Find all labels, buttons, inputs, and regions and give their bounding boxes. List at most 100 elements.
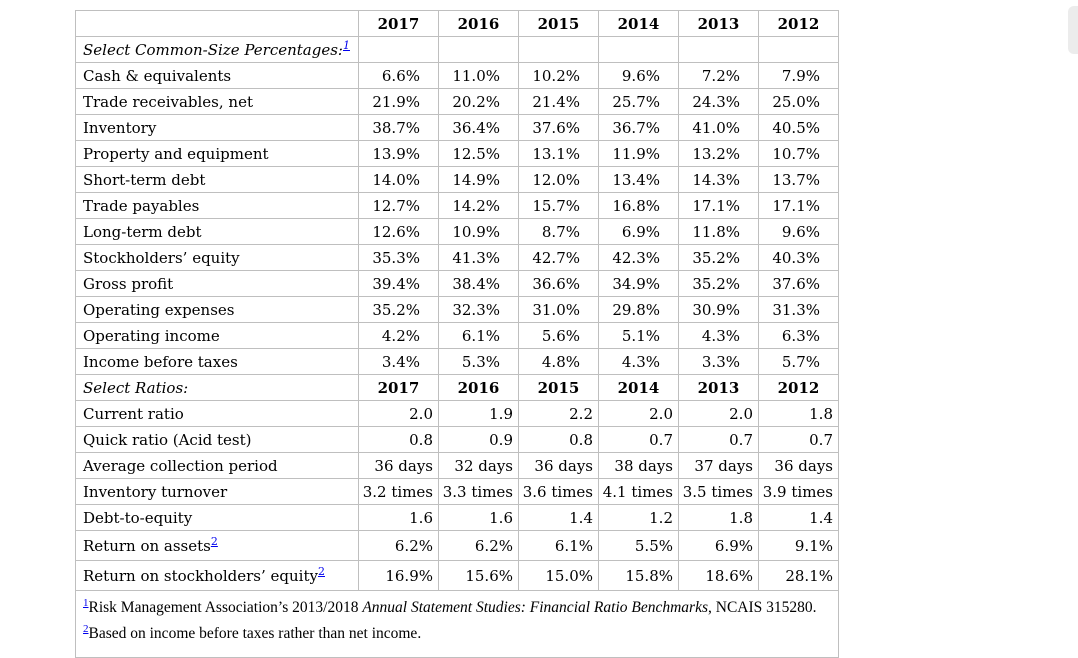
footnote-italic-text: Annual Statement Studies: Financial Rati…: [362, 599, 708, 616]
row-label-text: Gross profit: [83, 274, 174, 293]
year-header-row: 2017 2016 2015 2014 2013 2012: [75, 10, 839, 37]
row-label-text: Debt-to-equity: [83, 508, 193, 527]
value-cell: 6.2%: [438, 530, 519, 561]
footnote-2: 2Based on income before taxes rather tha…: [83, 622, 830, 643]
footnotes-row: 1Risk Management Association’s 2013/2018…: [75, 590, 839, 658]
value-cell: 30.9%: [678, 296, 759, 323]
year-header: 2012: [758, 10, 839, 37]
value-cell: 2.0: [598, 400, 679, 427]
year-header: 2017: [358, 10, 439, 37]
value-cell: 32 days: [438, 452, 519, 479]
empty-cell: [518, 36, 599, 63]
row-label: Inventory turnover: [75, 478, 359, 505]
row-label-text: Cash & equivalents: [83, 66, 232, 85]
value-cell: 6.1%: [518, 530, 599, 561]
value-cell: 13.9%: [358, 140, 439, 167]
value-cell: 35.2%: [678, 244, 759, 271]
row-label-text: Current ratio: [83, 404, 184, 423]
value-cell: 1.4: [758, 504, 839, 531]
row-label: Quick ratio (Acid test): [75, 426, 359, 453]
empty-cell: [758, 36, 839, 63]
value-cell: 7.9%: [758, 62, 839, 89]
value-cell: 0.7: [758, 426, 839, 453]
value-cell: 4.2%: [358, 322, 439, 349]
value-cell: 0.7: [598, 426, 679, 453]
scrollbar-thumb[interactable]: [1068, 6, 1078, 54]
value-cell: 4.3%: [598, 348, 679, 375]
table-row: Cash & equivalents 6.6% 11.0% 10.2% 9.6% 7.2%…: [75, 62, 839, 89]
table-row: Return on assets2 6.2% 6.2% 6.1% 5.5% 6.9% 9.1…: [75, 530, 839, 561]
row-label: Stockholders’ equity: [75, 244, 359, 271]
empty-cell: [358, 36, 439, 63]
table-row: Income before taxes 3.4% 5.3% 4.8% 4.3% 3.3% 5…: [75, 348, 839, 375]
row-label: Property and equipment: [75, 140, 359, 167]
value-cell: 36.7%: [598, 114, 679, 141]
section-title-ratios: Select Ratios:: [75, 374, 359, 401]
value-cell: 42.3%: [598, 244, 679, 271]
footnote-anchor-link[interactable]: 1: [83, 596, 89, 609]
value-cell: 15.7%: [518, 192, 599, 219]
value-cell: 6.3%: [758, 322, 839, 349]
value-cell: 7.2%: [678, 62, 759, 89]
value-cell: 1.8: [678, 504, 759, 531]
table-row: Operating expenses 35.2% 32.3% 31.0% 29.8% 30…: [75, 296, 839, 323]
row-label-text: Return on assets: [83, 536, 211, 555]
table-row: Trade payables 12.7% 14.2% 15.7% 16.8% 17.1% 1…: [75, 192, 839, 219]
value-cell: 5.1%: [598, 322, 679, 349]
value-cell: 38.4%: [438, 270, 519, 297]
value-cell: 35.2%: [358, 296, 439, 323]
value-cell: 6.9%: [678, 530, 759, 561]
value-cell: 35.3%: [358, 244, 439, 271]
table-row: Long-term debt 12.6% 10.9% 8.7% 6.9% 11.8% 9.6…: [75, 218, 839, 245]
footnote-anchor-link[interactable]: 2: [83, 622, 89, 635]
value-cell: 13.2%: [678, 140, 759, 167]
section-title-row-ratios: Select Ratios: 2017 2016 2015 2014 2013 …: [75, 374, 839, 401]
table-row: Debt-to-equity 1.6 1.6 1.4 1.2 1.8 1.4: [75, 504, 839, 531]
table-row: Property and equipment 13.9% 12.5% 13.1% 11.…: [75, 140, 839, 167]
value-cell: 14.2%: [438, 192, 519, 219]
table-row: Current ratio 2.0 1.9 2.2 2.0 2.0 1.8: [75, 400, 839, 427]
row-label: Average collection period: [75, 452, 359, 479]
row-label: Operating income: [75, 322, 359, 349]
value-cell: 6.6%: [358, 62, 439, 89]
year-header: 2014: [598, 10, 679, 37]
table-row: Stockholders’ equity 35.3% 41.3% 42.7% 42.3%…: [75, 244, 839, 271]
row-label: Short-term debt: [75, 166, 359, 193]
year-header: 2013: [678, 10, 759, 37]
value-cell: 42.7%: [518, 244, 599, 271]
row-label: Debt-to-equity: [75, 504, 359, 531]
value-cell: 0.8: [518, 426, 599, 453]
footnote-ref-link[interactable]: 2: [317, 564, 325, 578]
value-cell: 6.1%: [438, 322, 519, 349]
value-cell: 15.8%: [598, 560, 679, 591]
year-header: 2015: [518, 10, 599, 37]
row-label: Current ratio: [75, 400, 359, 427]
footnote-ref-link[interactable]: 1: [342, 38, 350, 52]
footnote-text: Risk Management Association’s 2013/2018: [88, 599, 363, 616]
row-label: Return on assets2: [75, 530, 359, 561]
value-cell: 16.9%: [358, 560, 439, 591]
value-cell: 6.2%: [358, 530, 439, 561]
row-label: Operating expenses: [75, 296, 359, 323]
value-cell: 13.7%: [758, 166, 839, 193]
row-label-text: Return on stockholders’ equity: [83, 566, 318, 585]
section-title-common-size: Select Common-Size Percentages:1: [75, 36, 359, 63]
year-header: 2016: [438, 10, 519, 37]
year-header: 2014: [598, 374, 679, 401]
value-cell: 5.7%: [758, 348, 839, 375]
value-cell: 28.1%: [758, 560, 839, 591]
table-row: Inventory turnover 3.2 times 3.3 times 3.6 …: [75, 478, 839, 505]
footnote-ref-link[interactable]: 2: [210, 534, 218, 548]
value-cell: 31.3%: [758, 296, 839, 323]
value-cell: 12.5%: [438, 140, 519, 167]
value-cell: 24.3%: [678, 88, 759, 115]
corner-empty-cell: [75, 10, 359, 37]
value-cell: 9.1%: [758, 530, 839, 561]
row-label: Trade payables: [75, 192, 359, 219]
table-row: Quick ratio (Acid test) 0.8 0.9 0.8 0.7 0.7 0.…: [75, 426, 839, 453]
year-header: 2016: [438, 374, 519, 401]
table-row: Inventory 38.7% 36.4% 37.6% 36.7% 41.0% 40.5%: [75, 114, 839, 141]
value-cell: 3.9 times: [758, 478, 839, 505]
value-cell: 1.6: [358, 504, 439, 531]
row-label: Gross profit: [75, 270, 359, 297]
